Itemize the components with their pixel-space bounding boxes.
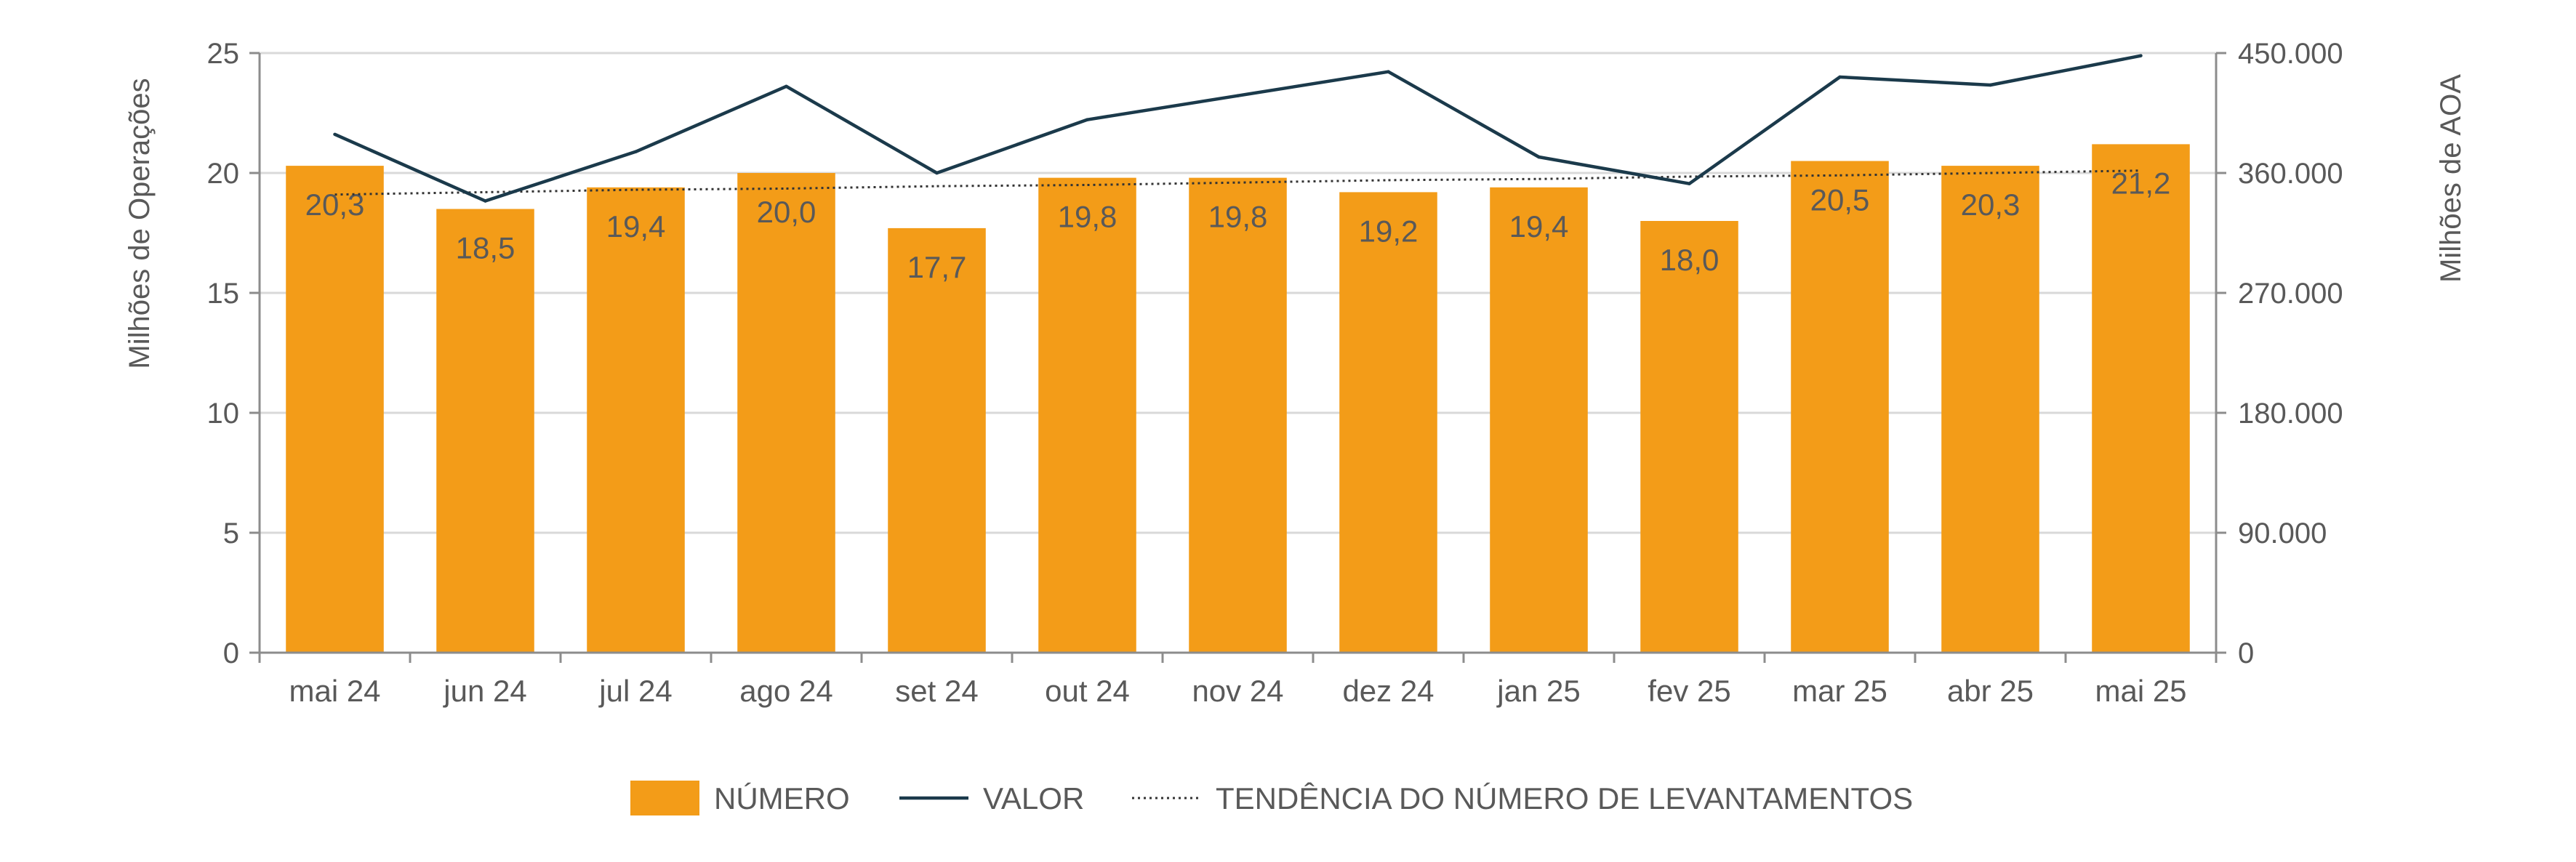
- bar: [1791, 161, 1889, 653]
- bar-data-label: 19,8: [1058, 200, 1118, 234]
- bar-data-label: 17,7: [907, 250, 967, 284]
- bar: [436, 209, 534, 653]
- bar: [737, 173, 835, 653]
- value-line-segment: [1236, 70, 1390, 97]
- left-axis-tick-label: 0: [223, 637, 239, 669]
- value-line-segment: [1387, 70, 1541, 159]
- bar: [888, 227, 986, 653]
- axes: 0 5 10 15 20 25 0 90.000 180.000 270.000 360.000 45…: [124, 38, 2467, 708]
- x-axis-tick-label: nov 24: [1192, 674, 1283, 708]
- bar-data-label: 20,3: [1961, 188, 2021, 222]
- x-axis-tick-label: jul 24: [598, 674, 672, 708]
- bar: [587, 187, 685, 653]
- x-axis-tick-label: abr 25: [1947, 674, 2034, 708]
- x-axis-tick-label: jun 24: [442, 674, 526, 708]
- value-line-segment: [785, 84, 939, 175]
- left-axis-tick-label: 15: [207, 278, 240, 310]
- trend-line-segment: [1839, 172, 1991, 177]
- legend-label-numero: NÚMERO: [714, 781, 850, 815]
- value-line-segment: [634, 84, 788, 153]
- value-line-segment: [333, 132, 487, 203]
- bar-data-label: 20,0: [757, 195, 816, 229]
- trend-line-segment: [786, 185, 937, 190]
- legend-label-tendencia: TENDÊNCIA DO NÚMERO DE LEVANTAMENTOS: [1216, 781, 1913, 815]
- right-axis-title: Milhões de AOA: [2435, 74, 2467, 283]
- trend-line-segment: [936, 184, 1088, 188]
- trend-line-segment: [1388, 177, 1539, 182]
- right-axis-tick-label: 360.000: [2238, 158, 2343, 190]
- x-axis-tick-label: fev 25: [1648, 674, 1730, 708]
- bar: [1339, 192, 1437, 653]
- bar-data-labels: 20,3 18,5 19,4 20,0 17,7 19,8 19,8 19,2 19,4 18,0…: [305, 166, 2171, 284]
- trend-line-segment: [1538, 175, 1690, 180]
- trend-line-segment: [1087, 181, 1238, 186]
- bar-data-label: 19,2: [1359, 214, 1419, 248]
- bar-data-label: 20,3: [305, 188, 365, 222]
- bar-data-label: 18,5: [456, 231, 515, 265]
- trend-line-segment: [334, 190, 486, 196]
- value-line-segment: [1989, 54, 2143, 87]
- left-axis-tick-label: 25: [207, 38, 240, 70]
- bar-data-label: 20,5: [1810, 183, 1870, 217]
- trend-line-segment: [1990, 169, 2141, 174]
- left-axis-title: Milhões de Operações: [124, 78, 156, 368]
- x-axis-tick-label: set 24: [895, 674, 978, 708]
- left-axis-tick-label: 20: [207, 158, 240, 190]
- trend-line-segment: [635, 187, 787, 191]
- bar-data-label: 19,8: [1208, 200, 1268, 234]
- bar-data-label: 19,4: [1509, 209, 1569, 243]
- left-axis-tick-label: 10: [207, 398, 240, 430]
- bar-data-label: 21,2: [2111, 166, 2171, 200]
- x-axis-tick-label: mai 24: [289, 674, 380, 708]
- x-axis-tick-label: ago 24: [739, 674, 832, 708]
- right-axis-tick-label: 450.000: [2238, 38, 2343, 70]
- x-axis-tick-label: out 24: [1045, 674, 1130, 708]
- value-line-segment: [483, 150, 638, 203]
- right-axis-tick-label: 90.000: [2238, 517, 2327, 549]
- value-series: [333, 54, 2143, 203]
- legend-label-valor: VALOR: [983, 781, 1084, 815]
- bar: [286, 166, 384, 653]
- legend: NÚMERO VALOR TENDÊNCIA DO NÚMERO DE LEVANT…: [630, 781, 1913, 815]
- bar-series: [286, 144, 2190, 653]
- left-axis-tick-label: 5: [223, 517, 239, 549]
- bar-data-label: 19,4: [606, 209, 666, 243]
- value-line-segment: [1537, 155, 1691, 185]
- right-axis-tick-label: 180.000: [2238, 398, 2343, 430]
- x-axis-tick-label: jan 25: [1496, 674, 1580, 708]
- legend-swatch-numero: [630, 781, 699, 815]
- bar: [1038, 177, 1136, 653]
- x-axis-tick-label: mar 25: [1792, 674, 1887, 708]
- value-line-segment: [935, 118, 1089, 175]
- x-axis-tick-label: dez 24: [1342, 674, 1434, 708]
- bar: [1490, 187, 1588, 653]
- right-axis-tick-label: 270.000: [2238, 278, 2343, 310]
- bar: [2092, 144, 2190, 653]
- bar: [1189, 177, 1287, 653]
- right-axis-tick-label: 0: [2238, 637, 2254, 669]
- bar-data-label: 18,0: [1660, 243, 1720, 277]
- value-line-segment: [1838, 75, 1992, 87]
- trend-line-segment: [1689, 174, 1840, 178]
- x-axis-tick-label: mai 25: [2095, 674, 2186, 708]
- bar: [1941, 166, 2039, 653]
- trend-line-segment: [1237, 179, 1389, 184]
- value-line-segment: [1086, 94, 1240, 121]
- bar: [1640, 221, 1738, 653]
- value-line-segment: [1688, 75, 1842, 185]
